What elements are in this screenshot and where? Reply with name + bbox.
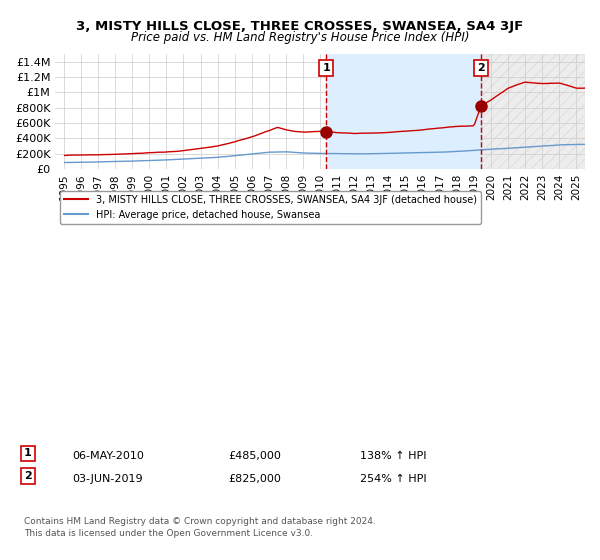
Text: This data is licensed under the Open Government Licence v3.0.: This data is licensed under the Open Gov… <box>24 529 313 538</box>
Text: £825,000: £825,000 <box>228 474 281 484</box>
Text: 03-JUN-2019: 03-JUN-2019 <box>72 474 143 484</box>
Text: 1: 1 <box>24 449 32 459</box>
Bar <box>481 54 585 169</box>
Text: 254% ↑ HPI: 254% ↑ HPI <box>360 474 427 484</box>
Text: 2: 2 <box>24 471 32 481</box>
Text: 2: 2 <box>477 63 485 73</box>
Legend: 3, MISTY HILLS CLOSE, THREE CROSSES, SWANSEA, SA4 3JF (detached house), HPI: Ave: 3, MISTY HILLS CLOSE, THREE CROSSES, SWA… <box>60 191 481 223</box>
Text: 1: 1 <box>322 63 330 73</box>
Text: Price paid vs. HM Land Registry's House Price Index (HPI): Price paid vs. HM Land Registry's House … <box>131 31 469 44</box>
Text: Contains HM Land Registry data © Crown copyright and database right 2024.: Contains HM Land Registry data © Crown c… <box>24 517 376 526</box>
Bar <box>326 54 481 169</box>
Text: £485,000: £485,000 <box>228 451 281 461</box>
Text: 138% ↑ HPI: 138% ↑ HPI <box>360 451 427 461</box>
Text: 06-MAY-2010: 06-MAY-2010 <box>72 451 144 461</box>
Text: 3, MISTY HILLS CLOSE, THREE CROSSES, SWANSEA, SA4 3JF: 3, MISTY HILLS CLOSE, THREE CROSSES, SWA… <box>76 20 524 32</box>
